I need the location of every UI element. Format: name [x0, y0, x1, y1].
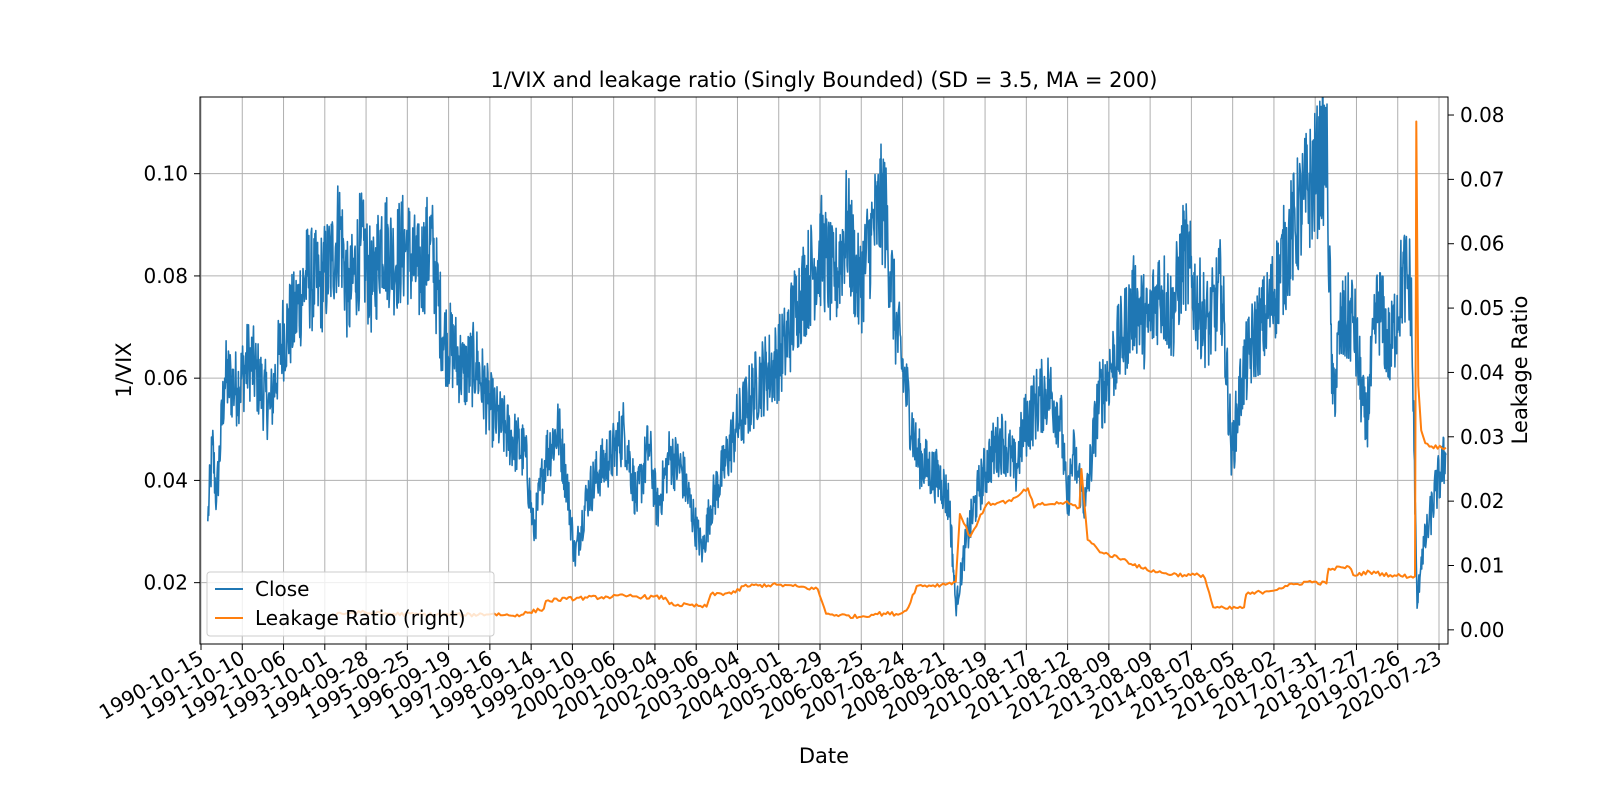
- legend-label-leakage: Leakage Ratio (right): [255, 606, 466, 630]
- y-right-tick-label: 0.00: [1460, 618, 1505, 642]
- y-right-tick-label: 0.07: [1460, 167, 1505, 191]
- y-right-tick-label: 0.03: [1460, 425, 1505, 449]
- y-right-tick-label: 0.08: [1460, 103, 1505, 127]
- chart-title: 1/VIX and leakage ratio (Singly Bounded)…: [491, 68, 1158, 92]
- series-line-leakage-ratio: [331, 120, 1447, 619]
- legend-box: [206, 571, 495, 637]
- y-right-tick-label: 0.02: [1460, 489, 1505, 513]
- y-axis-label: 1/VIX: [112, 342, 136, 397]
- y-tick-label: 0.04: [143, 468, 188, 492]
- axes: 1990-10-151991-10-101992-10-061993-10-01…: [95, 103, 1505, 724]
- legend-label-close: Close: [255, 577, 309, 601]
- legend: Close Leakage Ratio (right): [206, 571, 495, 637]
- y-right-tick-label: 0.04: [1460, 360, 1505, 384]
- y-tick-label: 0.08: [143, 264, 188, 288]
- y-tick-label: 0.10: [143, 162, 188, 186]
- y-right-tick-label: 0.01: [1460, 553, 1505, 577]
- x-axis-label: Date: [799, 744, 849, 768]
- y-tick-label: 0.06: [143, 366, 188, 390]
- y-right-tick-label: 0.06: [1460, 232, 1505, 256]
- series-layer: [207, 97, 1447, 619]
- grid: [200, 97, 1448, 644]
- series-line-close: [207, 97, 1447, 617]
- y-right-tick-label: 0.05: [1460, 296, 1505, 320]
- y-tick-label: 0.02: [143, 571, 188, 595]
- plot-frame: [199, 96, 1449, 645]
- y-axis-right-label: Leakage Ratio: [1508, 296, 1532, 445]
